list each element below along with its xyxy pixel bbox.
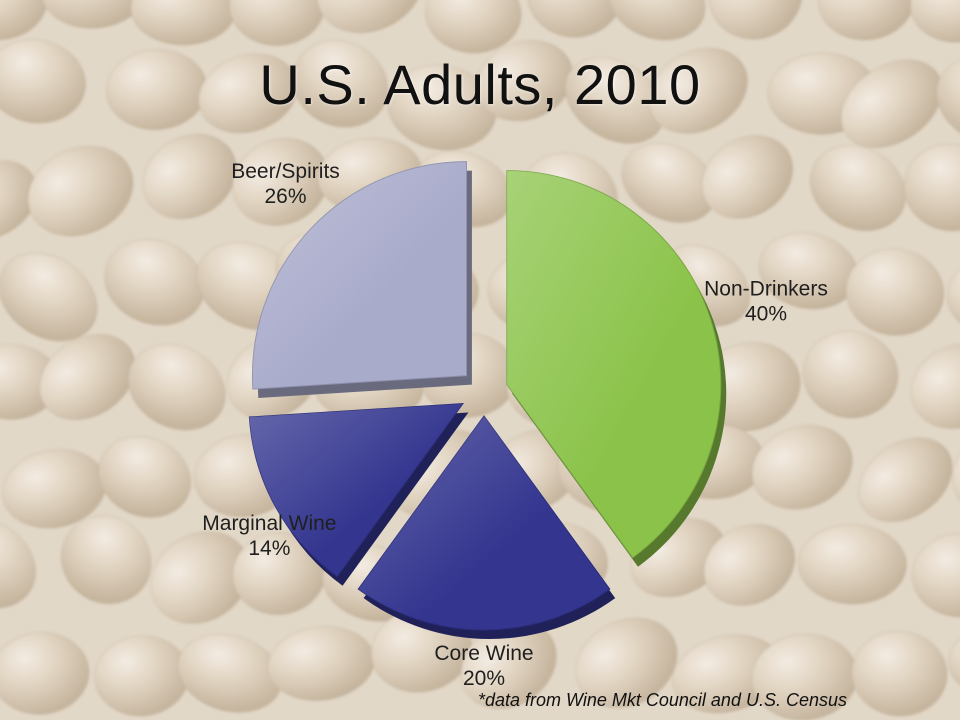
pie-value-beer-spirits: 26% xyxy=(264,185,306,208)
pie-label-core-wine: Core Wine xyxy=(434,642,533,665)
grape-shape xyxy=(845,248,945,337)
pie-value-marginal-wine: 14% xyxy=(248,537,290,560)
grape-shape xyxy=(851,630,948,717)
grape-shape xyxy=(387,64,497,151)
grape-shape xyxy=(952,431,960,517)
grape-shape xyxy=(708,0,803,40)
grape-shape xyxy=(0,519,37,609)
slide-title: U.S. Adults, 2010 xyxy=(259,53,701,116)
grape-shape xyxy=(797,524,908,605)
grape-shape xyxy=(946,255,960,335)
pie-value-core-wine: 20% xyxy=(463,667,505,690)
grape-shape xyxy=(316,0,425,34)
grape-shape xyxy=(802,330,899,419)
grape-shape xyxy=(27,145,134,237)
grape-shape xyxy=(0,631,90,715)
grape-shape xyxy=(809,145,907,232)
grape-shape xyxy=(526,0,624,38)
grape-shape xyxy=(292,40,389,128)
data-source-note: *data from Wine Mkt Council and U.S. Cen… xyxy=(478,690,847,710)
grape-shape xyxy=(701,135,794,219)
grape-shape xyxy=(909,0,960,43)
grape-shape xyxy=(0,39,87,124)
grape-shape xyxy=(0,0,48,41)
grape-shape xyxy=(858,437,953,523)
grape-shape xyxy=(142,133,237,220)
grape-shape xyxy=(910,343,960,430)
grape-shape xyxy=(39,333,136,421)
pie-label-non-drinkers: Non-Drinkers xyxy=(704,278,828,301)
grape-shape xyxy=(608,0,706,41)
grape-shape xyxy=(40,0,151,29)
grape-shape xyxy=(648,47,748,134)
grape-shape xyxy=(703,523,796,607)
pie-value-non-drinkers: 40% xyxy=(745,303,787,326)
pie-slice-non-drinkers-highlight xyxy=(506,170,721,558)
grape-shape xyxy=(840,59,943,149)
grape-shape xyxy=(104,239,206,326)
pie-label-beer-spirits: Beer/Spirits xyxy=(231,160,340,183)
grape-shape xyxy=(424,0,522,54)
grape-shape xyxy=(0,252,98,342)
grape-shape xyxy=(0,160,38,240)
grape-shape xyxy=(575,617,678,709)
grape-shape xyxy=(60,515,152,605)
grape-shape xyxy=(947,623,960,698)
pie-slice-core-wine-highlight xyxy=(358,416,610,630)
grape-shape xyxy=(936,56,960,146)
grape-shape xyxy=(98,436,192,518)
grape-shape xyxy=(475,40,574,122)
grape-shape xyxy=(127,343,226,431)
grape-shape xyxy=(564,57,665,145)
grape-shape xyxy=(903,143,960,232)
pie-label-marginal-wine: Marginal Wine xyxy=(202,512,336,535)
grape-shape xyxy=(817,0,916,41)
grape-shape xyxy=(751,424,853,510)
pie-slice-beer-spirits-highlight xyxy=(252,161,467,390)
pie-slice-marginal-wine-highlight xyxy=(249,403,463,577)
